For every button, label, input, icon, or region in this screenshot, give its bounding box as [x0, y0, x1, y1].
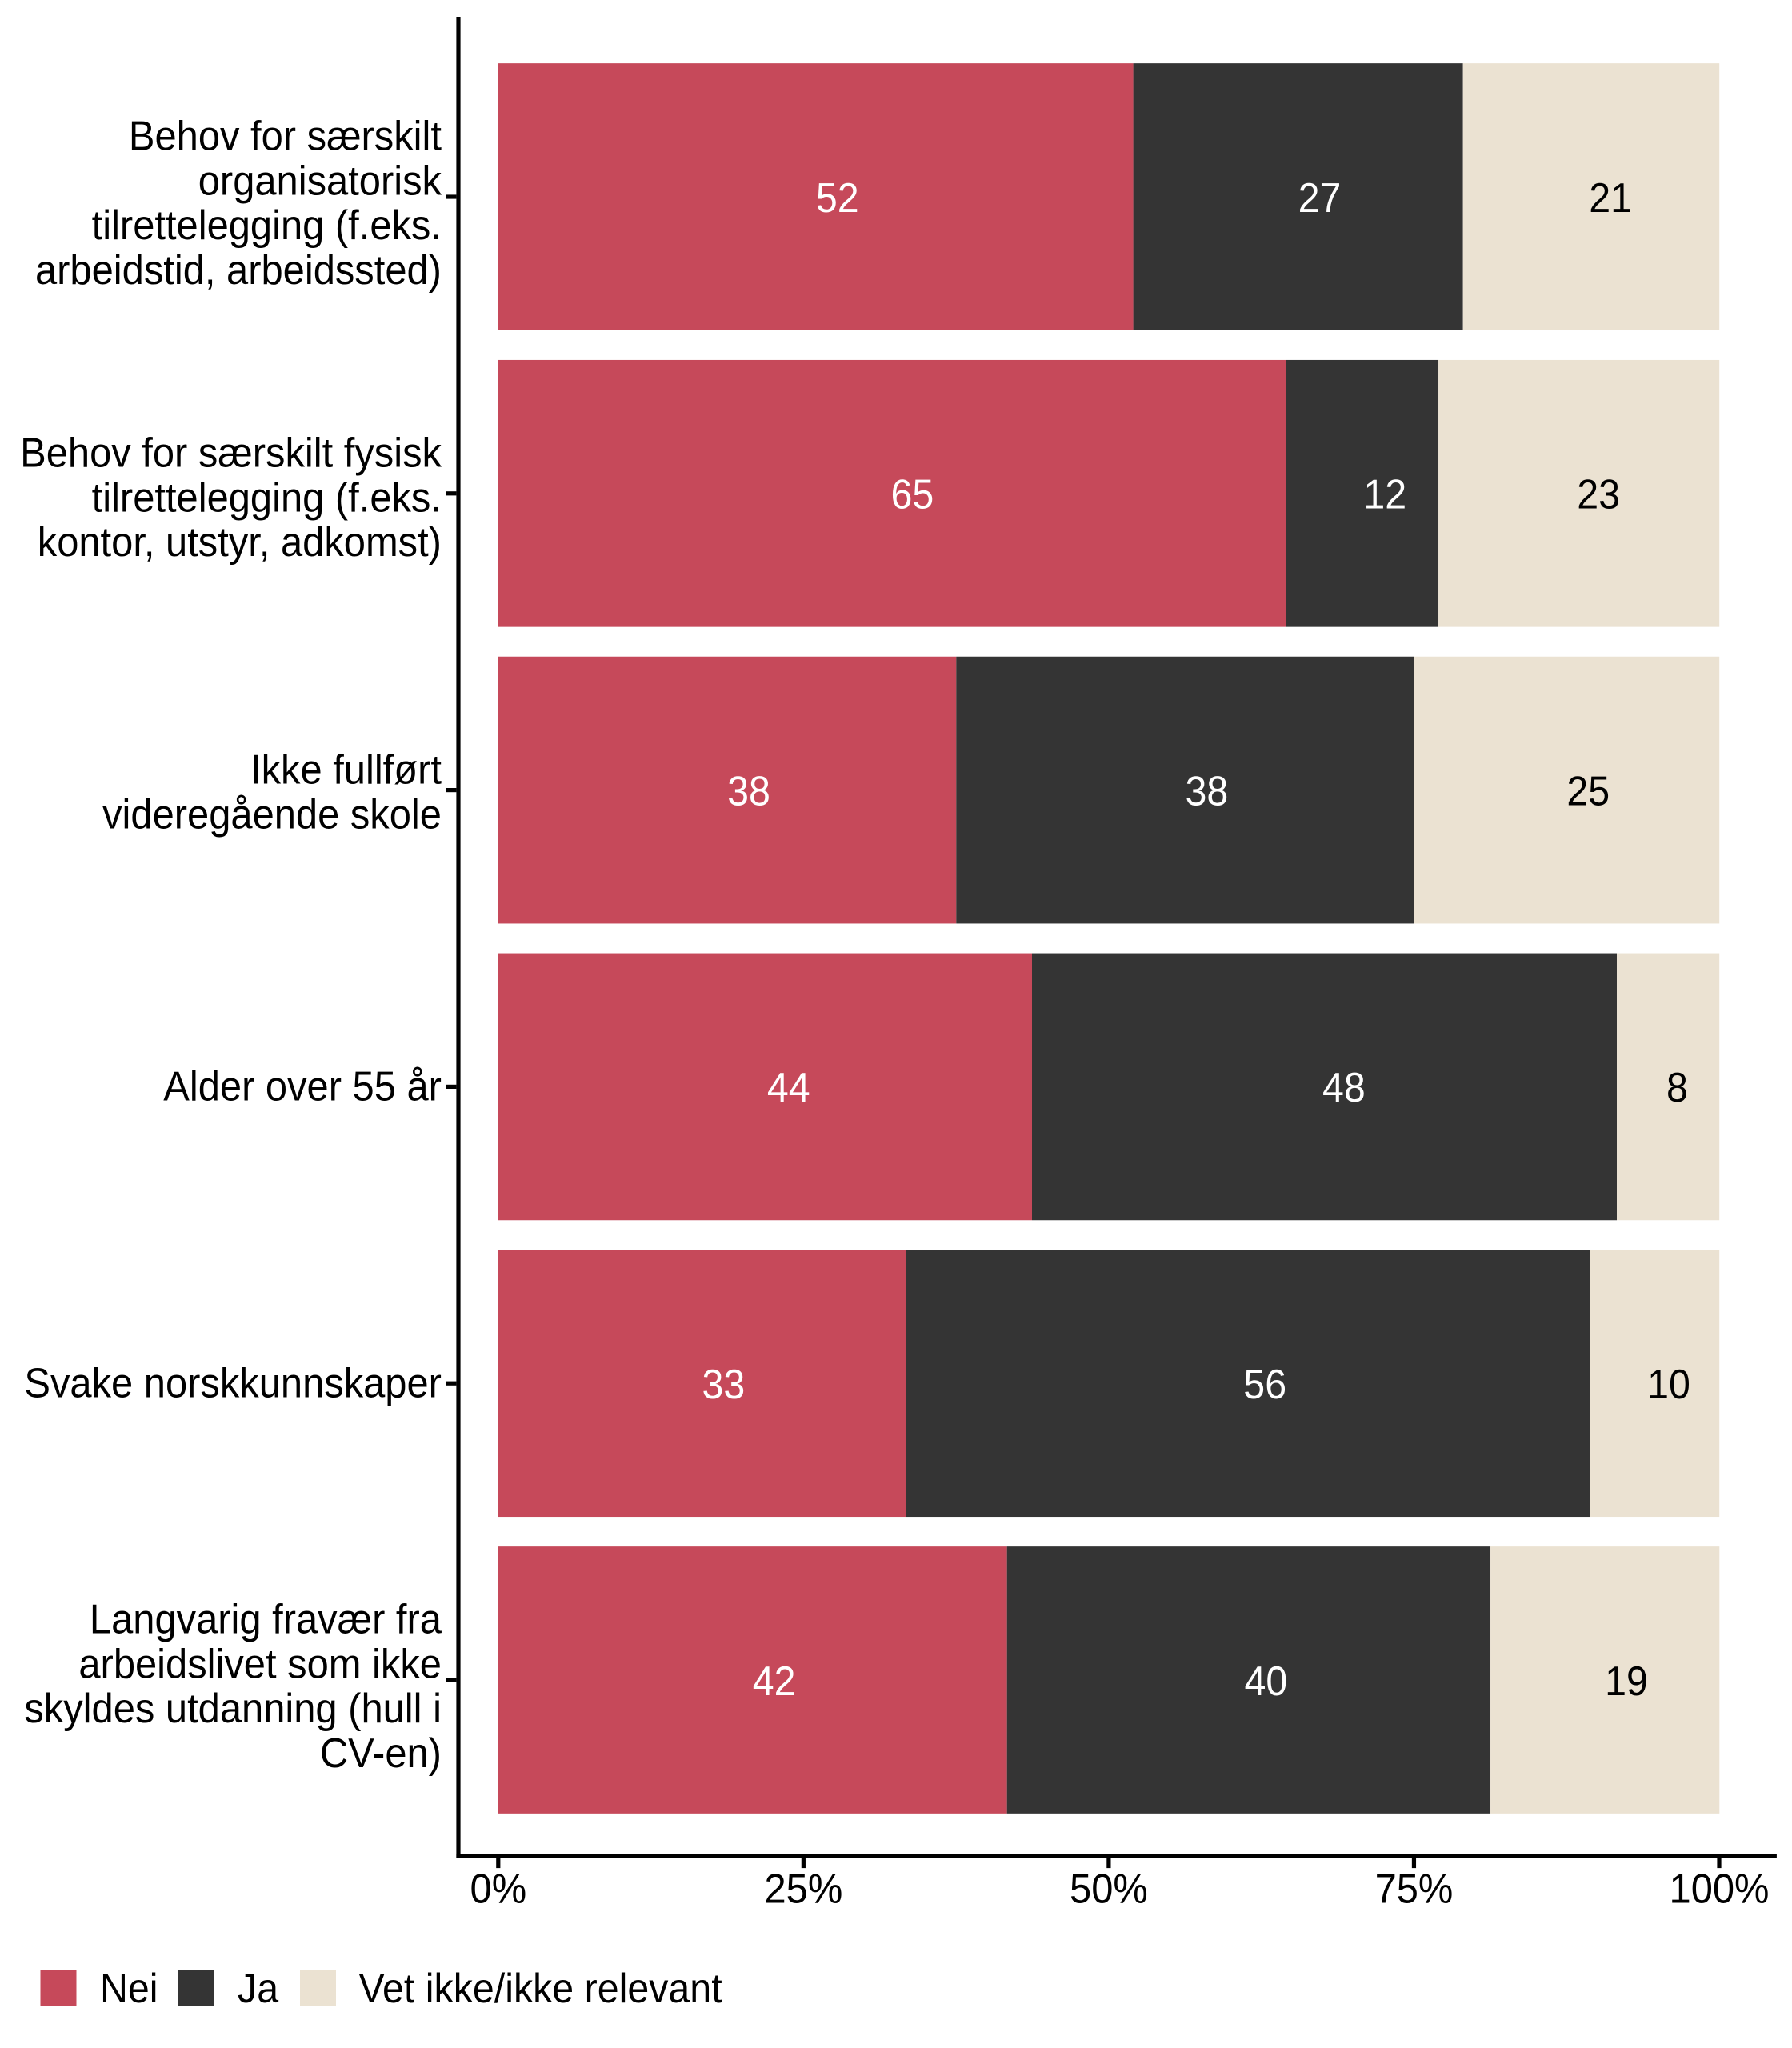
svg-text:arbeidslivet som ikke: arbeidslivet som ikke: [78, 1640, 442, 1687]
svg-text:27: 27: [1298, 174, 1342, 221]
svg-text:Ikke fullført: Ikke fullført: [250, 746, 442, 793]
svg-text:8: 8: [1666, 1065, 1688, 1111]
svg-text:56: 56: [1243, 1361, 1286, 1407]
svg-text:CV-en): CV-en): [320, 1730, 442, 1777]
svg-text:Ja: Ja: [238, 1965, 278, 2011]
svg-text:Behov for særskilt fysisk: Behov for særskilt fysisk: [20, 429, 442, 476]
svg-text:25%: 25%: [764, 1865, 842, 1912]
svg-text:33: 33: [702, 1361, 745, 1407]
svg-text:100%: 100%: [1670, 1865, 1770, 1912]
svg-text:videregående skole: videregående skole: [102, 790, 442, 838]
svg-text:38: 38: [727, 768, 770, 814]
svg-text:Vet ikke/ikke relevant: Vet ikke/ikke relevant: [358, 1965, 722, 2011]
svg-text:23: 23: [1577, 471, 1620, 518]
svg-text:tilrettelegging (f.eks.: tilrettelegging (f.eks.: [92, 474, 442, 521]
svg-text:50%: 50%: [1070, 1865, 1148, 1912]
svg-text:Langvarig fravær fra: Langvarig fravær fra: [90, 1595, 442, 1642]
svg-text:38: 38: [1185, 768, 1228, 814]
svg-text:48: 48: [1322, 1065, 1366, 1111]
svg-text:52: 52: [816, 174, 859, 221]
svg-text:0%: 0%: [470, 1865, 527, 1912]
svg-text:40: 40: [1245, 1658, 1288, 1704]
svg-text:Alder over 55 år: Alder over 55 år: [163, 1062, 442, 1110]
svg-text:Behov for særskilt: Behov for særskilt: [129, 112, 442, 159]
svg-text:tilrettelegging (f.eks.: tilrettelegging (f.eks.: [92, 202, 442, 249]
svg-text:Svake norskkunnskaper: Svake norskkunnskaper: [24, 1359, 442, 1406]
svg-text:skyldes utdanning (hull i: skyldes utdanning (hull i: [24, 1685, 442, 1732]
svg-text:Nei: Nei: [100, 1965, 158, 2011]
svg-text:19: 19: [1605, 1658, 1648, 1704]
svg-text:25: 25: [1566, 768, 1610, 814]
svg-text:42: 42: [753, 1658, 796, 1704]
svg-text:21: 21: [1589, 174, 1632, 221]
svg-text:44: 44: [767, 1065, 810, 1111]
svg-text:65: 65: [890, 471, 934, 518]
svg-text:75%: 75%: [1375, 1865, 1454, 1912]
svg-text:organisatorisk: organisatorisk: [198, 157, 442, 204]
svg-text:arbeidstid, arbeidssted): arbeidstid, arbeidssted): [35, 246, 442, 294]
svg-text:10: 10: [1647, 1361, 1690, 1407]
svg-text:12: 12: [1363, 471, 1406, 518]
svg-text:kontor, utstyr, adkomst): kontor, utstyr, adkomst): [38, 518, 442, 566]
